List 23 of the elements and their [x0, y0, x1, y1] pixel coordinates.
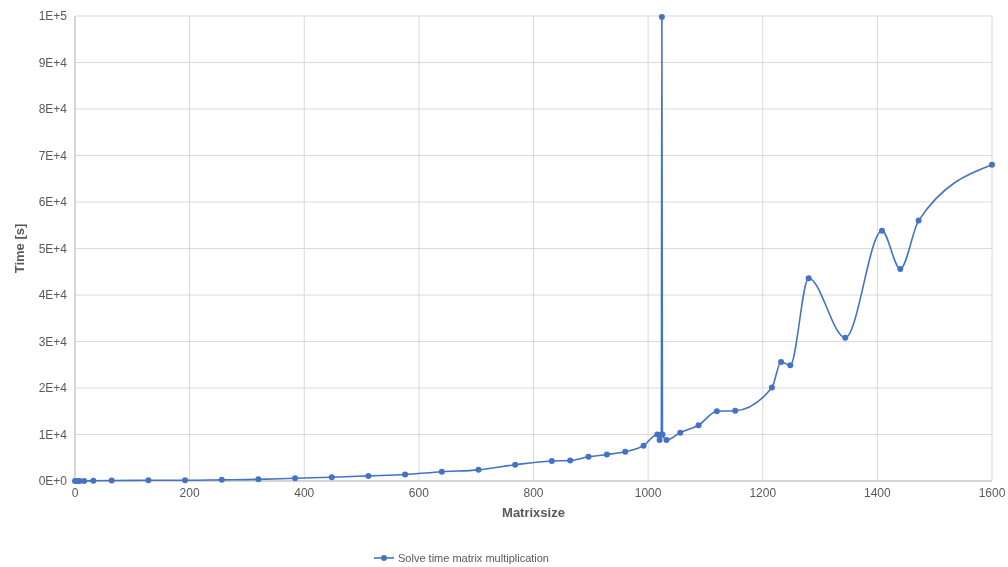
- y-tick-label: 6E+4: [38, 195, 68, 209]
- y-tick-label: 5E+4: [38, 241, 68, 256]
- x-tick-label: 600: [408, 486, 430, 500]
- x-tick-label: 200: [179, 486, 200, 500]
- x-tick-label: 0: [71, 486, 79, 500]
- y-tick-label: 3E+4: [38, 334, 68, 349]
- y-tick-label: 4E+4: [38, 288, 68, 302]
- x-tick-label: 1600: [978, 486, 1006, 500]
- x-tick-label: 1000: [634, 486, 662, 500]
- y-tick-label: 8E+4: [38, 102, 68, 116]
- x-tick-label: 1200: [749, 486, 777, 500]
- x-axis-title: Matrixsize: [502, 505, 565, 520]
- y-axis-title: Time [s]: [12, 223, 27, 274]
- x-tick-label: 800: [523, 486, 544, 500]
- y-tick-label: 2E+4: [38, 381, 68, 395]
- x-tick-label: 400: [294, 486, 315, 500]
- x-tick-label: 1400: [864, 486, 892, 500]
- y-tick-label: 0E+0: [38, 474, 68, 488]
- y-tick-label: 7E+4: [38, 148, 68, 163]
- y-tick-label: 1E+4: [38, 427, 68, 442]
- y-tick-label: 1E+5: [38, 9, 68, 23]
- legend-label: Solve time matrix multiplication: [398, 552, 549, 564]
- y-tick-label: 9E+4: [38, 55, 68, 70]
